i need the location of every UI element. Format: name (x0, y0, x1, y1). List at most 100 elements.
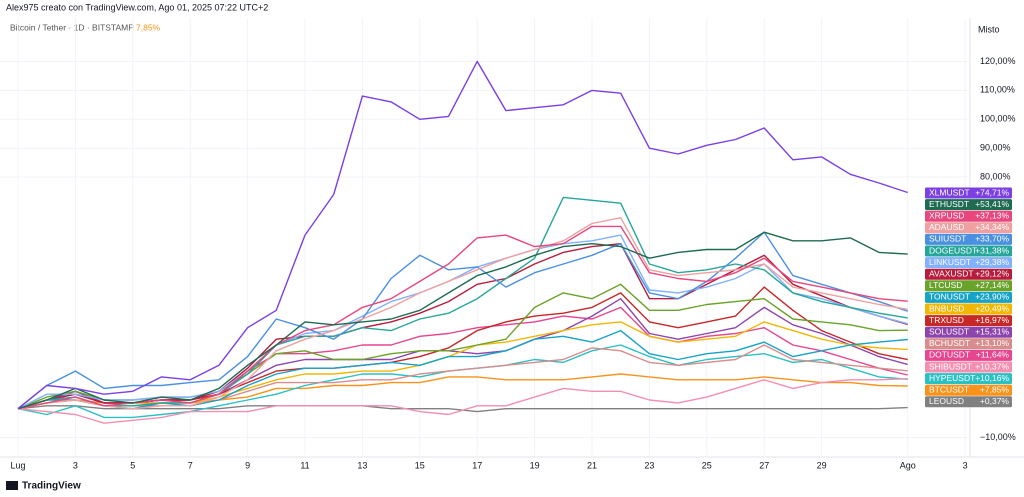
series-line (17, 231, 908, 410)
x-tick-label: 23 (644, 460, 654, 470)
legend-label: HYPEUSDT (929, 373, 975, 383)
legend-label: SUIUSDT (929, 234, 966, 244)
y-tick-label: 100,00% (980, 114, 1016, 124)
series-tag-box (925, 373, 1012, 385)
value-label: +23,90% (975, 292, 1009, 302)
legend-label: ADAUSD (929, 222, 964, 232)
x-tick-label: 15 (415, 460, 425, 470)
symbol-line: Bitcoin / Tether · 1D · BITSTAMP (10, 22, 134, 32)
legend-label: LEOUSD (929, 396, 964, 406)
series-line (17, 217, 908, 410)
value-label: +7,85% (980, 384, 1010, 394)
series-tag: SOLUSDT +15,31% (925, 326, 1012, 338)
legend-label: DOTUSDT (929, 350, 970, 360)
value-label: +10,37% (975, 361, 1009, 371)
series-line (17, 60, 908, 410)
legend-label: SHIBUSDT (929, 361, 972, 371)
series-tag: DOGEUSDT+31,38% (925, 245, 1012, 257)
value-label: +29,12% (975, 268, 1009, 278)
series-tag-box (925, 245, 1012, 257)
value-label: +11,64% (976, 350, 1010, 360)
series-tag: DOTUSDT +11,64% (925, 350, 1012, 361)
value-label: +20,49% (975, 303, 1009, 313)
series-tag: SUIUSDT +33,70% (925, 234, 1012, 245)
legend-label: LTCUSD (929, 280, 962, 290)
value-label: +37,13% (975, 210, 1009, 220)
series-tag-box (925, 291, 1012, 303)
x-tick-label: 7 (188, 460, 193, 470)
legend-label: XRPUSD (929, 210, 964, 220)
value-label: +53,41% (975, 199, 1009, 209)
series-tag-box (925, 222, 1012, 234)
x-tick-label: 11 (300, 460, 309, 470)
series-tag: AVAXUSDT +29,12% (925, 268, 1012, 280)
series-tag-box (925, 349, 1012, 361)
legend-label: BCHUSDT (929, 338, 970, 348)
series-line (17, 231, 908, 410)
series-tag: TRXUSD +16,97% (925, 315, 1012, 327)
series-tag-box (925, 187, 1012, 199)
logo-icon (6, 481, 18, 490)
brand-logo: TradingView (6, 481, 81, 492)
series-tag-box (925, 303, 1012, 315)
scale-mode: Misto (978, 24, 1000, 34)
legend-label: DOGEUSDT (929, 245, 977, 255)
x-tick-label: 25 (702, 460, 712, 470)
x-tick-label: 19 (530, 460, 540, 470)
legend-label: XLMUSDT (929, 187, 970, 197)
series-tag-box (925, 338, 1012, 350)
y-tick-label: −10,00% (980, 432, 1016, 442)
value-label: +13,10% (975, 338, 1009, 348)
legend-label: TONUSDT (929, 292, 970, 302)
brand: TradingView (22, 481, 81, 492)
x-tick-label: Lug (10, 460, 25, 470)
legend-label: BNBUSD (929, 303, 964, 313)
series-line (17, 196, 908, 410)
x-tick-label: 17 (472, 460, 482, 470)
y-tick-label: 80,00% (980, 172, 1011, 182)
author-line: Alex975 creato con TradingView.com, Ago … (6, 2, 268, 12)
series-tag-box (925, 233, 1012, 245)
plot: 120,00% 110,00% 100,00% 90,00% 80,00% −10,00%… (0, 18, 1016, 470)
series-line (17, 378, 908, 424)
y-tick-label: 110,00% (980, 85, 1015, 95)
value-label: +10,16% (975, 373, 1009, 383)
series-tag: BCHUSDT +13,10% (925, 338, 1012, 350)
series-tag-box (925, 280, 1012, 292)
x-tick-label: 5 (130, 460, 135, 470)
series-tag-box (925, 361, 1012, 373)
x-tick-label: 13 (357, 460, 367, 470)
symbol-change: 7,85% (136, 22, 161, 32)
legend-label: LINKUSDT (929, 257, 971, 267)
series-tag: HYPEUSDT +10,16% (925, 373, 1012, 385)
series-line (17, 225, 908, 410)
value-label: +15,31% (975, 326, 1009, 336)
series-tag: XRPUSD +37,13% (925, 210, 1012, 222)
series-tag: LINKUSDT +29,38% (925, 257, 1012, 269)
value-label: +16,97% (975, 315, 1009, 325)
x-tick-label: 29 (817, 460, 827, 470)
legend-label: BTCUSDT (929, 384, 969, 394)
series-tag: BNBUSD +20,49% (925, 303, 1012, 315)
value-label: +34,34% (975, 222, 1009, 232)
x-tick-label: 9 (245, 460, 250, 470)
series-tag-box (925, 199, 1012, 211)
legend-label: AVAXUSDT (929, 268, 974, 278)
x-tick-label: 27 (759, 460, 769, 470)
value-label: +74,71% (975, 187, 1009, 197)
series-tag-box (925, 315, 1012, 327)
x-tick-label: 3 (963, 460, 968, 470)
value-label: +33,70% (975, 234, 1009, 244)
y-tick-label: 90,00% (980, 143, 1011, 153)
value-label: +29,38% (975, 257, 1009, 267)
x-tick-label: 3 (73, 460, 78, 470)
series-tag: ETHUSDT +53,41% (925, 199, 1012, 211)
series-tag-box (925, 326, 1012, 338)
series-tag: TONUSDT +23,90% (925, 292, 1012, 303)
series-tag-box (925, 396, 1012, 408)
series-tag: BTCUSDT +7,85% (925, 384, 1012, 396)
series-tag-box (925, 384, 1012, 396)
legend-label: SOLUSDT (929, 326, 969, 336)
value-label: +31,38% (975, 245, 1009, 255)
